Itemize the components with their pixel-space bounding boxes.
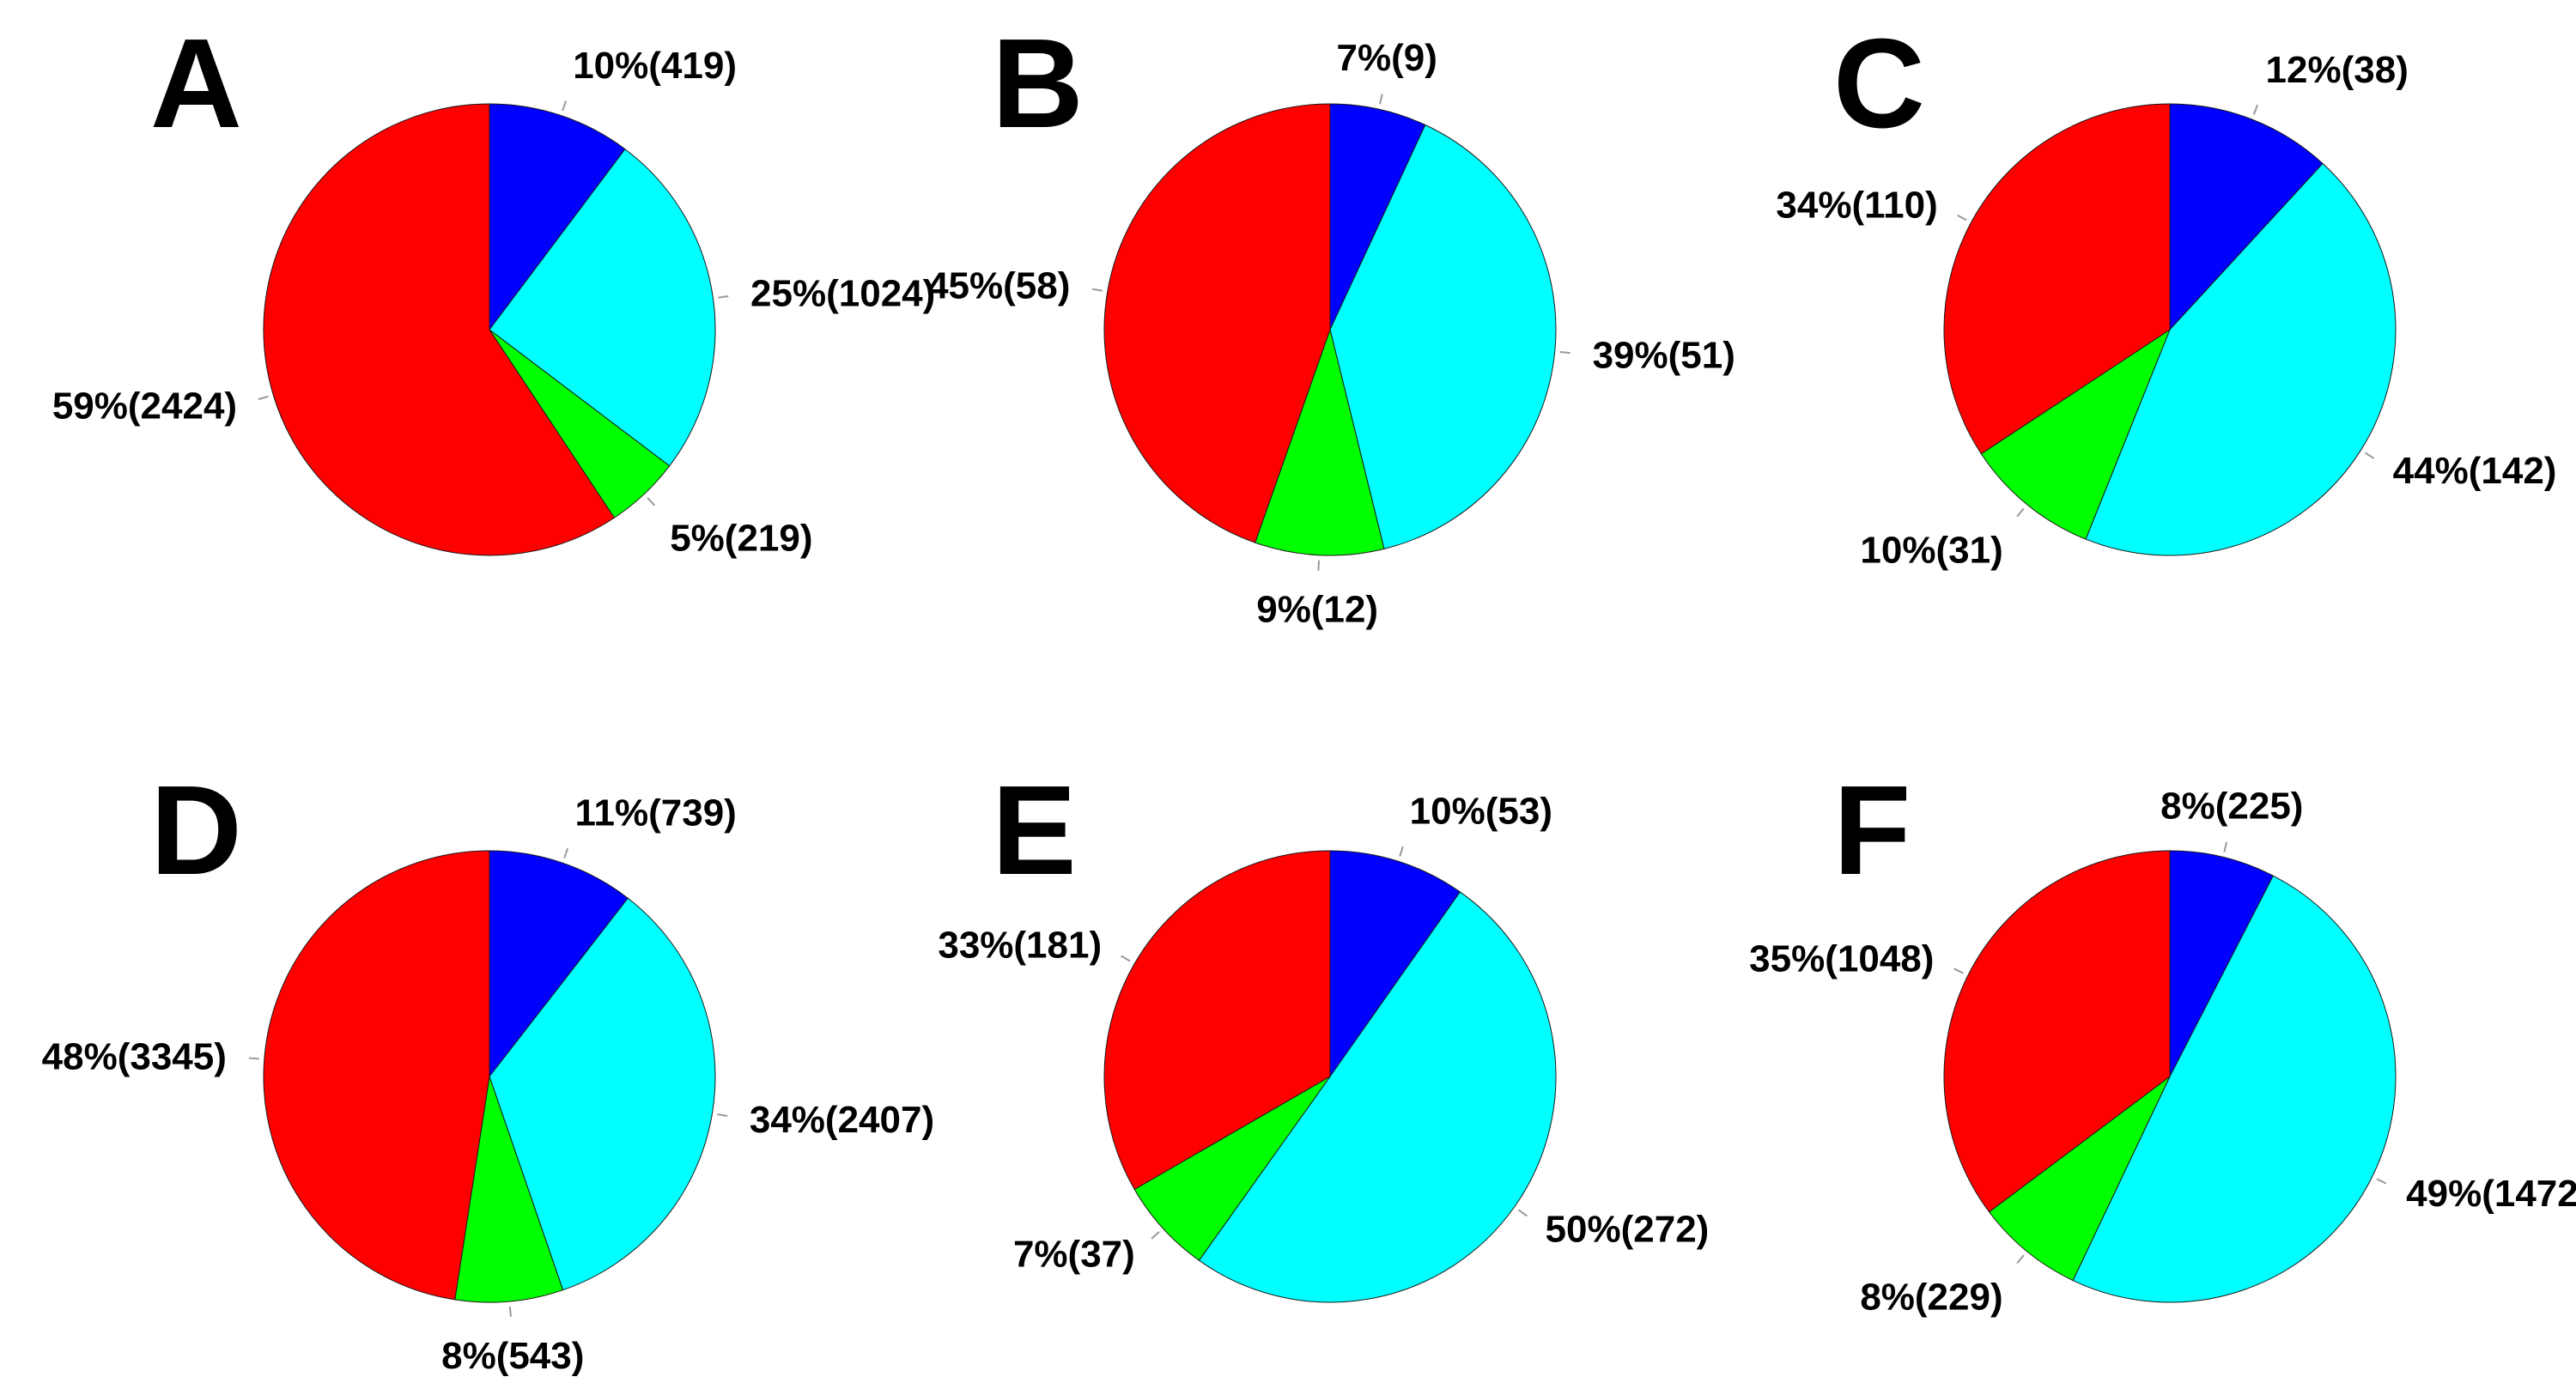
panel-a-label-green: 5%(219) — [670, 518, 812, 560]
panel-d-slice-cyan — [489, 897, 716, 1291]
panel-a-label-red: 59%(2424) — [52, 385, 237, 428]
panel-d-label-red: 48%(3345) — [42, 1035, 227, 1077]
panel-b-pie: B 7%(9) 39%(51) 9%(12) 45%(58) — [927, 13, 1735, 631]
panel-c-slice-blue — [2169, 103, 2324, 331]
panel-f-slice-blue — [2169, 850, 2275, 1077]
panel-e-slice-red — [1103, 850, 1331, 1191]
panel-e-pie: E 10%(53) 50%(272) 7%(37) 33%(181) — [938, 760, 1710, 1303]
panel-f-label-blue: 8%(225) — [2160, 786, 2303, 828]
panel-c-pie: C 12%(38) 44%(142) 10%(31) 34%(110) — [1776, 13, 2556, 572]
panel-b-label-blue: 7%(9) — [1337, 37, 1437, 79]
panel-b-tick-blue — [1379, 94, 1383, 105]
panel-b-letter: B — [992, 13, 1084, 155]
panel-d-slice-blue — [489, 850, 629, 1078]
panel-c-slice-green — [1980, 328, 2172, 540]
panel-b-slice-blue — [1329, 103, 1426, 331]
panel-e-letter: E — [992, 760, 1077, 901]
panel-e-tick-blue — [1399, 846, 1404, 857]
panel-f-tick-red — [1953, 967, 1964, 974]
panel-c-slice-red — [1943, 103, 2171, 455]
panel-d-letter: D — [150, 760, 242, 901]
panel-c-label-cyan: 44%(142) — [2393, 450, 2557, 492]
panel-d-tick-cyan — [717, 1113, 728, 1117]
panel-a-slice-cyan — [489, 149, 716, 467]
panel-e-tick-red — [1121, 955, 1131, 962]
panel-e-label-red: 33%(181) — [938, 925, 1102, 967]
panel-c-letter: C — [1833, 13, 1925, 155]
panel-d-tick-blue — [563, 847, 569, 858]
panel-e-label-blue: 10%(53) — [1410, 790, 1552, 832]
panel-f-slice-green — [1988, 1076, 2171, 1282]
panel-f-tick-green — [2016, 1254, 2025, 1265]
panel-e-tick-green — [1151, 1231, 1160, 1240]
panel-a-tick-blue — [562, 100, 567, 112]
panel-e-slice-green — [1133, 1076, 1331, 1261]
panel-f-tick-blue — [2223, 841, 2228, 852]
panel-b-tick-cyan — [1559, 350, 1571, 355]
panel-d-label-blue: 11%(739) — [574, 792, 736, 834]
panel-c-label-red: 34%(110) — [1776, 184, 1937, 226]
panel-c-slice-cyan — [2085, 162, 2397, 556]
panel-b-label-red: 45%(58) — [927, 264, 1070, 306]
panel-e-tick-cyan — [1517, 1209, 1528, 1217]
panel-f-letter: F — [1833, 760, 1911, 901]
panel-e-label-cyan: 50%(272) — [1546, 1208, 1710, 1250]
panel-a-label-cyan: 25%(1024) — [750, 272, 935, 314]
panel-e-slice-blue — [1329, 850, 1461, 1078]
panel-b-tick-red — [1091, 288, 1103, 292]
panel-a-slice-red — [263, 103, 616, 556]
panel-d-label-cyan: 34%(2407) — [750, 1099, 934, 1141]
panel-c-tick-blue — [2252, 104, 2259, 115]
panel-b-slice-red — [1103, 103, 1331, 543]
panel-f-pie: F 8%(225) 49%(1472) 8%(229) 35%(1048) — [1749, 760, 2576, 1319]
panel-a-tick-cyan — [718, 295, 729, 299]
panel-b-slice-cyan — [1329, 124, 1557, 549]
panel-d-slice-green — [454, 1076, 564, 1303]
panel-b-label-green: 9%(12) — [1256, 589, 1378, 631]
panel-e-label-green: 7%(37) — [1013, 1233, 1135, 1275]
panel-f-label-green: 8%(229) — [1860, 1277, 2002, 1319]
panel-a-tick-red — [258, 395, 269, 401]
panel-f-slice-cyan — [2072, 875, 2397, 1303]
panel-f-tick-cyan — [2376, 1178, 2387, 1185]
panel-d-pie: D 11%(739) 34%(2407) 8%(543) 48%(3345) — [42, 760, 934, 1377]
panel-b-tick-green — [1317, 560, 1321, 571]
panel-c-tick-red — [1957, 214, 1967, 221]
panel-c-tick-green — [2016, 507, 2025, 518]
panel-a-tick-green — [647, 497, 656, 506]
panel-c-label-blue: 12%(38) — [2266, 49, 2409, 91]
panel-a-label-blue: 10%(419) — [573, 45, 737, 87]
panel-b-label-cyan: 39%(51) — [1593, 335, 1735, 377]
panel-b-slice-green — [1255, 328, 1385, 556]
panel-f-label-cyan: 49%(1472) — [2406, 1173, 2576, 1215]
panel-c-label-green: 10%(31) — [1860, 530, 2002, 572]
panel-a-letter: A — [150, 13, 242, 155]
panel-f-label-red: 35%(1048) — [1749, 938, 1934, 980]
panel-d-slice-red — [263, 850, 490, 1301]
panel-c-tick-cyan — [2364, 452, 2375, 459]
panel-d-tick-green — [508, 1306, 512, 1317]
panel-d-label-green: 8%(543) — [441, 1335, 584, 1377]
panel-a-slice-blue — [489, 103, 626, 331]
panel-a-pie: A 10%(419) 25%(1024) 5%(219) 59%(2424) — [52, 13, 935, 560]
panel-f-slice-red — [1943, 850, 2171, 1213]
